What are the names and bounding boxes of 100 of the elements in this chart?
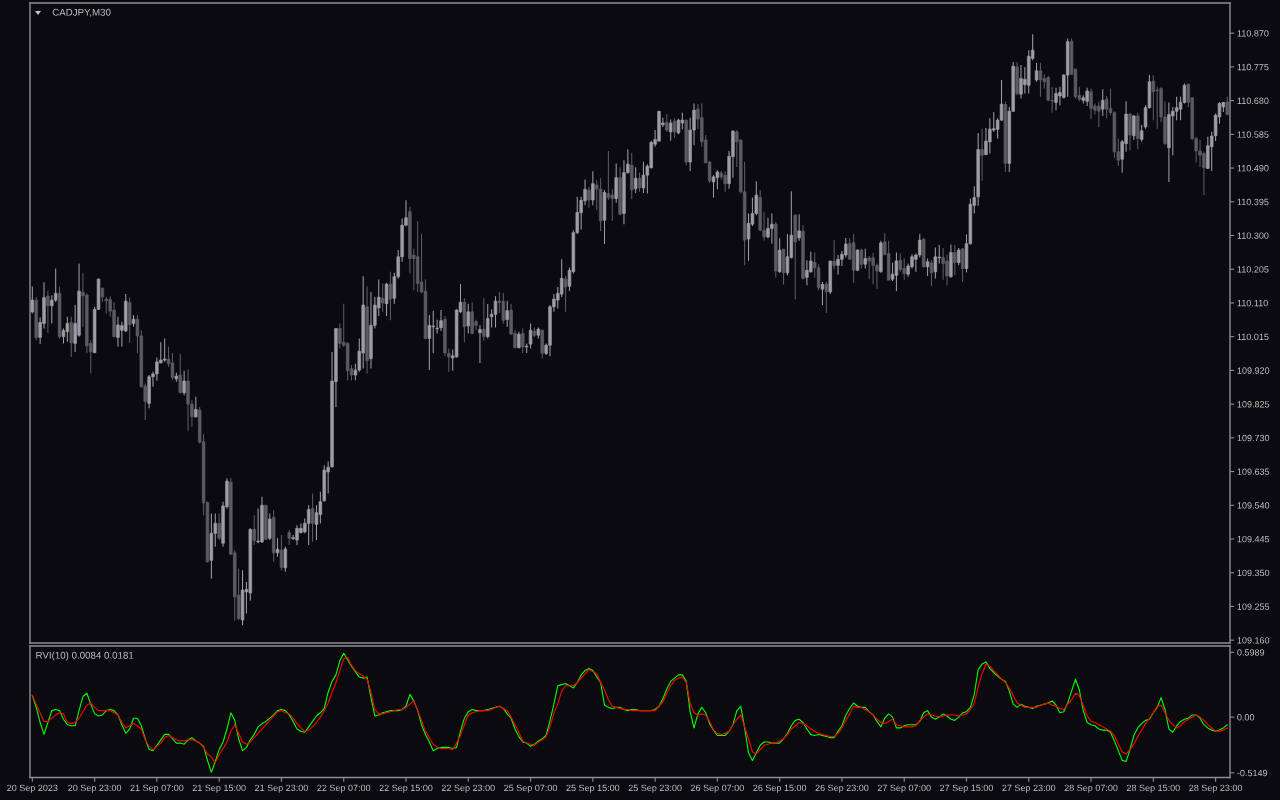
candlestick [256,507,260,544]
y-tick-label: 110.585 [1237,131,1269,138]
x-tick-label: 25 Sep 15:00 [566,784,620,793]
candlestick [116,316,120,348]
y-tick-label: 110.680 [1237,97,1269,104]
candlestick [785,233,790,276]
candlestick [1097,101,1101,128]
candlestick [505,300,509,328]
candlestick [933,247,938,279]
x-tick-label: 28 Sep 15:00 [1126,784,1180,793]
candlestick [559,258,564,298]
candlestick [493,295,498,328]
candlestick [1206,136,1210,170]
candlestick [194,396,198,419]
candlestick [466,303,470,334]
candlestick [723,170,727,193]
candlestick [820,281,825,306]
x-tick-label: 22 Sep 23:00 [441,784,495,793]
y-tick-label: 109.730 [1237,434,1270,442]
candlestick [388,271,393,321]
x-tick-label: 20 Sep 2023 [7,784,58,793]
candlestick [46,290,50,334]
y-tick-label: 110.015 [1237,333,1269,341]
x-tick-label: 27 Sep 15:00 [940,784,993,793]
candlestick [1136,112,1140,150]
candlestick [431,310,435,354]
candlestick [980,128,984,182]
candlestick [871,252,875,285]
candlestick [711,174,716,199]
x-tick-label: 21 Sep 15:00 [192,784,246,793]
candlestick [252,514,256,546]
candlestick [283,546,288,573]
y-tick-label: 0.00 [1237,714,1255,721]
candlestick [1054,87,1058,111]
y-tick-label: 109.350 [1237,569,1270,577]
x-tick-label: 27 Sep 23:00 [1002,784,1056,793]
y-tick-label: 109.160 [1237,637,1270,644]
x-tick-label: 26 Sep 15:00 [753,784,807,793]
candlestick [863,248,867,270]
candlestick [217,512,221,541]
candlestick [127,297,132,344]
candlestick [427,314,432,371]
x-tick-label: 21 Sep 07:00 [130,784,184,793]
y-tick-label: 110.775 [1237,63,1269,71]
candlestick [894,252,899,292]
x-tick-label: 25 Sep 07:00 [504,784,558,793]
candlestick [482,297,486,342]
x-tick-label: 28 Sep 07:00 [1064,784,1118,793]
candlestick [591,170,595,206]
candlestick [186,368,190,432]
candlestick [30,286,35,315]
y-tick-label: 110.395 [1237,198,1269,206]
candlestick [918,233,922,259]
candlestick [314,504,319,541]
candlestick [614,162,618,204]
y-tick-label: 0.5989 [1237,649,1265,656]
candlestick [279,534,284,572]
y-tick-label: 110.300 [1237,232,1269,239]
y-tick-label: 110.205 [1237,266,1269,273]
x-tick-label: 28 Sep 23:00 [1189,784,1243,793]
x-tick-label: 27 Sep 07:00 [877,784,931,793]
candlestick [824,281,829,314]
candlestick [310,493,315,543]
candlestick [953,244,957,276]
candlestick [380,282,385,313]
candlestick [69,316,73,358]
candlestick [770,212,774,245]
x-tick-label: 26 Sep 07:00 [690,784,744,793]
x-tick-label: 21 Sep 23:00 [255,784,308,793]
candlestick [1101,88,1105,117]
y-tick-label: 109.635 [1237,468,1270,475]
candlestick [1132,114,1136,141]
candlestick [295,524,299,546]
candlestick [162,337,167,363]
candlestick [902,258,906,281]
y-tick-label: 110.870 [1237,30,1269,37]
text: CADJPY,M30 [52,8,111,17]
candlestick [486,303,490,339]
candlestick [1089,88,1093,120]
candlestick [1019,64,1023,100]
candlestick [1151,74,1156,121]
candlestick [606,150,611,201]
candlestick [836,254,840,276]
candlestick [637,172,642,193]
candlestick [832,239,836,270]
y-tick-label: 110.110 [1237,299,1268,307]
candlestick [797,213,801,242]
y-tick-label: 109.540 [1237,502,1270,509]
candlestick [478,324,482,364]
candlestick [563,275,568,313]
candlestick [540,329,544,360]
candlestick [65,316,70,343]
candlestick [501,292,506,325]
candlestick [941,247,945,281]
x-tick-label: 22 Sep 15:00 [379,784,433,793]
candlestick [1128,112,1132,151]
candlestick [439,309,443,332]
candlestick [178,353,182,394]
candlestick [867,255,871,280]
text: RVI(10) 0.0084 0.0181 [36,651,134,661]
